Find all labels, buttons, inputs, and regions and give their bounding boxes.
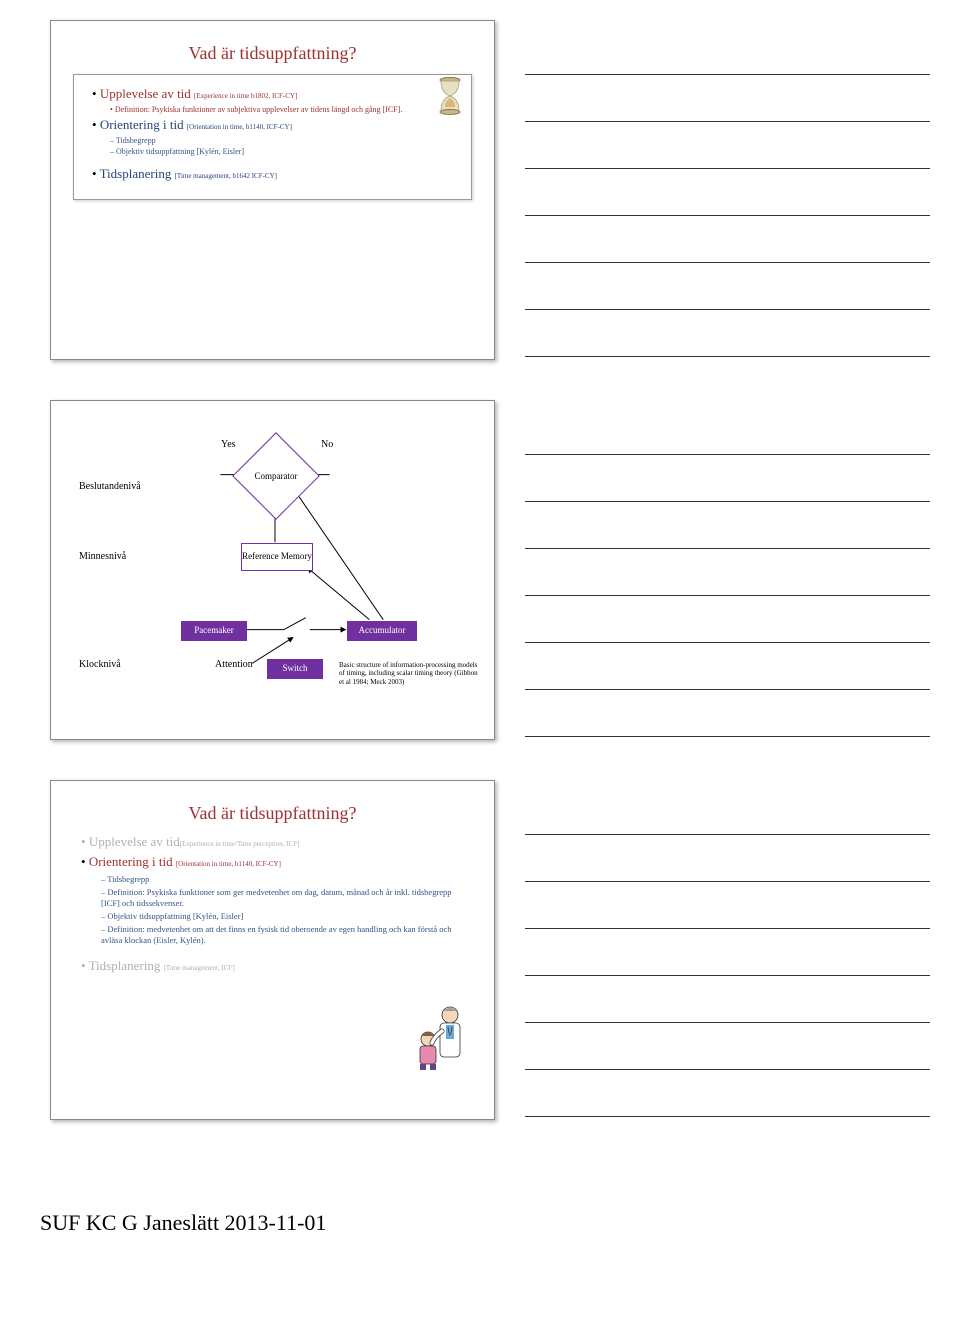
- note-line: [525, 549, 930, 596]
- doctor-patient-icon: [410, 1003, 468, 1071]
- slide1-li3: • Tidsplanering [Time management, b1642 …: [92, 166, 461, 182]
- label-no: No: [321, 439, 333, 450]
- node-comparator: Comparator: [245, 471, 307, 481]
- note-line: [525, 882, 930, 929]
- page-footer: SUF KC G Janeslätt 2013-11-01: [40, 1210, 930, 1236]
- node-pacemaker: Pacemaker: [181, 621, 247, 641]
- note-line: [525, 1070, 930, 1117]
- s3-li3: • Tidsplanering [Time management, ICF]: [81, 958, 472, 974]
- note-line: [525, 310, 930, 357]
- label-klock: Klocknivå: [79, 659, 121, 670]
- label-attention: Attention: [215, 659, 253, 670]
- slide-3-list: • Upplevelse av tid[Experience in time/T…: [81, 834, 472, 974]
- slide1-li1: • Upplevelse av tid [Experience in time …: [92, 86, 461, 102]
- notes-2: [525, 400, 930, 737]
- label-yes: Yes: [221, 439, 236, 450]
- label-beslut: Beslutandenivå: [79, 481, 141, 492]
- note-line: [525, 455, 930, 502]
- slide-2: Beslutandenivå Minnesnivå Klocknivå Atte…: [50, 400, 495, 740]
- row-1: Vad är tidsuppfattning? • Upplevelse av …: [50, 20, 930, 360]
- s3-li2-sub4: – Definition: medvetenhet om att det fin…: [101, 924, 472, 946]
- slide-1-content-box: • Upplevelse av tid [Experience in time …: [73, 74, 472, 200]
- note-line: [525, 596, 930, 643]
- note-line: [525, 408, 930, 455]
- row-2: Beslutandenivå Minnesnivå Klocknivå Atte…: [50, 400, 930, 740]
- note-line: [525, 122, 930, 169]
- note-line: [525, 502, 930, 549]
- s3-li2: • Orientering i tid [Orientation in time…: [81, 854, 472, 870]
- note-line: [525, 1023, 930, 1070]
- node-accumulator: Accumulator: [347, 621, 417, 641]
- slide-1: Vad är tidsuppfattning? • Upplevelse av …: [50, 20, 495, 360]
- slide1-li2-sub1: – Tidsbegrepp: [110, 136, 461, 145]
- note-line: [525, 216, 930, 263]
- slide-1-title: Vad är tidsuppfattning?: [73, 43, 472, 64]
- slide-3-title: Vad är tidsuppfattning?: [73, 803, 472, 824]
- node-switch: Switch: [267, 659, 323, 679]
- s3-li2-sub3: – Objektiv tidsuppfattning [Kylén, Eisle…: [101, 911, 472, 922]
- slide1-li2: • Orientering i tid [Orientation in time…: [92, 117, 461, 133]
- slide-3: Vad är tidsuppfattning? • Upplevelse av …: [50, 780, 495, 1120]
- note-line: [525, 643, 930, 690]
- note-line: [525, 28, 930, 75]
- s3-li2-sub2: – Definition: Psykiska funktioner som ge…: [101, 887, 472, 909]
- s3-li1: • Upplevelse av tid[Experience in time/T…: [81, 834, 472, 850]
- s3-li2-sub1: – Tidsbegrepp: [101, 874, 472, 885]
- note-line: [525, 929, 930, 976]
- notes-1: [525, 20, 930, 357]
- note-line: [525, 976, 930, 1023]
- handout-page: Vad är tidsuppfattning? • Upplevelse av …: [0, 0, 960, 1246]
- note-line: [525, 690, 930, 737]
- notes-3: [525, 780, 930, 1117]
- note-line: [525, 75, 930, 122]
- note-line: [525, 835, 930, 882]
- slide1-li2-sub2: – Objektiv tidsuppfattning [Kylén, Eisle…: [110, 147, 461, 156]
- diagram-caption: Basic structure of information-processin…: [339, 661, 479, 686]
- label-minnes: Minnesnivå: [79, 551, 126, 562]
- node-reference: Reference Memory: [241, 543, 313, 571]
- hourglass-icon: [437, 77, 463, 115]
- note-line: [525, 263, 930, 310]
- note-line: [525, 788, 930, 835]
- row-3: Vad är tidsuppfattning? • Upplevelse av …: [50, 780, 930, 1120]
- diagram-container: Beslutandenivå Minnesnivå Klocknivå Atte…: [71, 421, 474, 719]
- slide1-li1-def: • Definition: Psykiska funktioner av sub…: [110, 105, 461, 114]
- note-line: [525, 169, 930, 216]
